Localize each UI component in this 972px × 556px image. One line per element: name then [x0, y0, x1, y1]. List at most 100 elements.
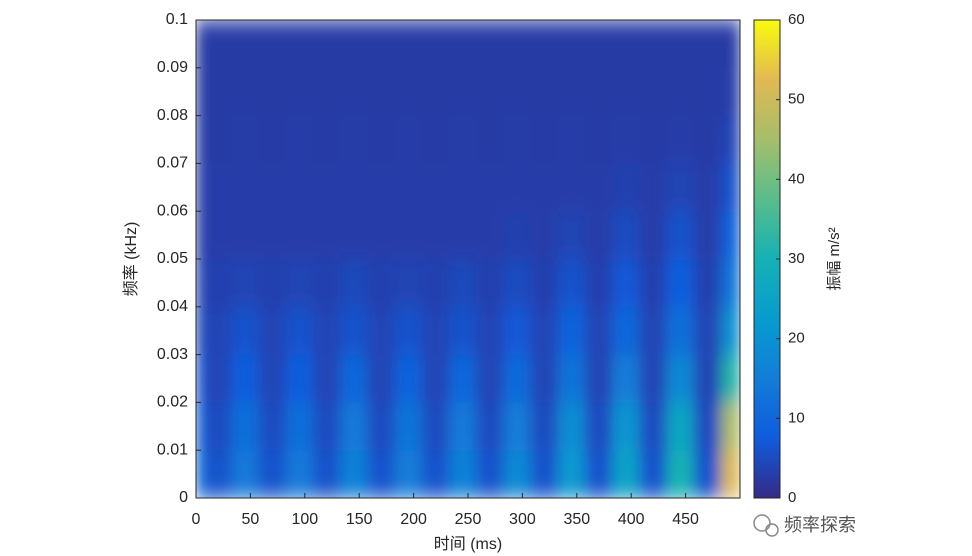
cell	[421, 306, 450, 356]
cell	[231, 211, 260, 260]
cell	[394, 67, 423, 117]
cell	[394, 115, 423, 164]
cell	[720, 402, 740, 451]
cell	[612, 259, 640, 308]
cell	[231, 306, 260, 356]
cell	[557, 259, 586, 308]
cell	[340, 211, 368, 260]
cell	[612, 402, 640, 451]
colorbar-tick-label: 30	[788, 250, 805, 267]
cell	[584, 450, 613, 498]
y-tick-label: 0.04	[157, 298, 188, 315]
x-tick-label: 400	[618, 511, 645, 528]
x-tick-label: 300	[509, 511, 536, 528]
cell	[231, 115, 260, 164]
cell	[557, 306, 586, 356]
cell	[421, 115, 450, 164]
cell	[367, 402, 396, 451]
cell	[584, 306, 613, 356]
cell	[340, 67, 368, 117]
cell	[448, 259, 477, 308]
cell	[530, 306, 559, 356]
cell	[421, 450, 450, 498]
watermark-icon	[753, 514, 779, 537]
cell	[196, 115, 205, 164]
cell	[340, 20, 368, 69]
cell	[693, 20, 722, 69]
cell	[258, 450, 287, 498]
cell	[720, 67, 740, 117]
cell	[584, 67, 613, 117]
cell	[476, 115, 504, 164]
cell	[448, 163, 477, 212]
cell	[204, 67, 232, 117]
cell	[503, 306, 532, 356]
cell	[258, 20, 287, 69]
x-tick-label: 250	[455, 511, 482, 528]
cell	[720, 450, 740, 498]
cell	[421, 20, 450, 69]
cell	[584, 163, 613, 212]
cell	[503, 67, 532, 117]
cell	[557, 67, 586, 117]
y-tick-label: 0.1	[166, 11, 188, 28]
cell	[476, 354, 504, 403]
cell	[285, 306, 314, 356]
cell	[312, 163, 341, 212]
cell	[312, 402, 341, 451]
cell	[258, 163, 287, 212]
cell	[666, 450, 695, 498]
y-tick-label: 0.07	[157, 155, 188, 172]
cell	[693, 163, 722, 212]
cell	[639, 115, 668, 164]
cell	[394, 402, 423, 451]
cell	[612, 211, 640, 260]
cell	[666, 163, 695, 212]
cell	[666, 259, 695, 308]
cell	[258, 211, 287, 260]
cell	[285, 450, 314, 498]
cell	[476, 450, 504, 498]
x-axis-label: 时间 (ms)	[434, 535, 502, 553]
cell	[612, 115, 640, 164]
cell	[612, 67, 640, 117]
y-tick-label: 0.06	[157, 202, 188, 219]
cell	[394, 259, 423, 308]
cell	[503, 402, 532, 451]
cell	[231, 402, 260, 451]
cell	[312, 115, 341, 164]
cell	[666, 20, 695, 69]
cell	[503, 354, 532, 403]
cell	[367, 306, 396, 356]
cell	[666, 67, 695, 117]
cell	[584, 402, 613, 451]
cell	[394, 354, 423, 403]
cell	[204, 115, 232, 164]
cell	[530, 163, 559, 212]
cell	[231, 163, 260, 212]
cell	[530, 402, 559, 451]
x-tick-label: 50	[242, 511, 260, 528]
cell	[285, 163, 314, 212]
cell	[312, 211, 341, 260]
cell	[421, 67, 450, 117]
cell	[394, 211, 423, 260]
cell	[503, 163, 532, 212]
cell	[340, 259, 368, 308]
cell	[367, 115, 396, 164]
cell	[639, 211, 668, 260]
cell	[312, 354, 341, 403]
cell	[612, 354, 640, 403]
x-tick-label: 200	[400, 511, 427, 528]
cell	[196, 354, 205, 403]
cell	[231, 259, 260, 308]
cell	[476, 211, 504, 260]
cell	[530, 450, 559, 498]
cell	[448, 450, 477, 498]
cell	[448, 354, 477, 403]
cell	[530, 67, 559, 117]
cell	[340, 402, 368, 451]
cell	[720, 115, 740, 164]
cell	[285, 211, 314, 260]
cell	[367, 450, 396, 498]
